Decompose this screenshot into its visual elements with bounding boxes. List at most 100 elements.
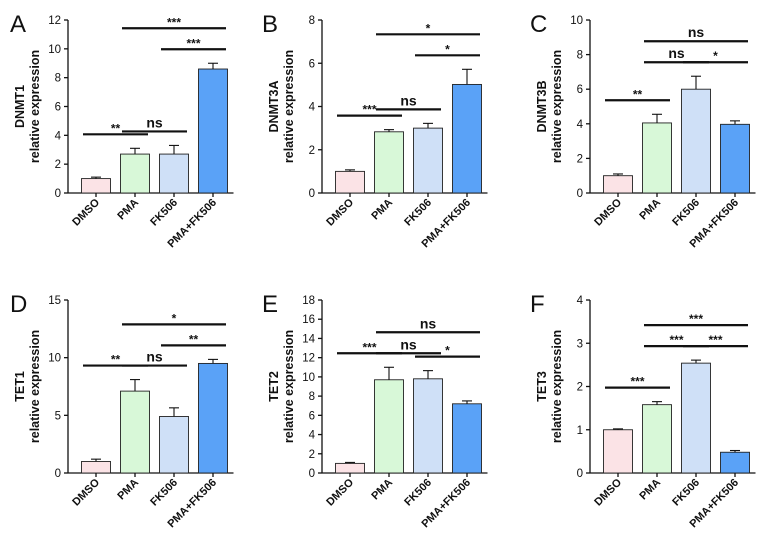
bar-pma [642, 122, 672, 194]
chart-panel-f: F TET3relative expression 0 1 2 3 4 DMSO PMA FK50… [530, 291, 756, 530]
bar-dmso [81, 461, 111, 474]
y-tick-label: 4 [577, 295, 584, 307]
bar-pma-fk506 [720, 451, 750, 474]
x-tick-label: DMSO [592, 476, 624, 508]
y-axis-label-line: TET3 [535, 371, 549, 402]
bar-pma-fk506 [720, 123, 750, 194]
significance-label: ns [400, 92, 417, 108]
bar-pma [642, 404, 672, 474]
bar-dmso [335, 462, 365, 474]
y-tick-label: 16 [302, 314, 315, 326]
bar-pma [120, 153, 150, 194]
y-axis-label-line: relative expression [282, 330, 296, 443]
significance-label: * [445, 344, 450, 358]
y-tick-label: 15 [48, 295, 61, 307]
y-axis-label: TET1relative expression [13, 330, 42, 443]
significance-label: *** [708, 333, 722, 347]
x-tick-label: FK506 [670, 197, 702, 229]
significance-label: * [426, 21, 431, 35]
y-tick-label: 4 [577, 119, 584, 131]
significance-label: *** [167, 15, 181, 29]
x-tick-label: PMA [115, 477, 141, 503]
y-tick-label: 4 [309, 102, 316, 114]
y-tick-label: 10 [48, 44, 61, 56]
y-axis-label: TET2relative expression [267, 330, 296, 443]
y-axis-label: DNMT3Arelative expression [267, 50, 296, 163]
bar-pma-fk506 [198, 68, 228, 194]
y-tick-label: 4 [55, 130, 62, 142]
y-tick-label: 6 [309, 410, 315, 422]
bar-dmso [603, 175, 633, 194]
bar-dmso [81, 178, 111, 194]
bar-pma-fk506 [452, 403, 482, 474]
panel-letter: D [10, 291, 27, 318]
y-axis-label-line: DNMT3B [535, 80, 549, 132]
y-tick-label: 6 [577, 84, 583, 96]
significance-label: * [713, 49, 718, 63]
bar-pma [120, 390, 150, 474]
bar-fk506 [159, 153, 189, 194]
y-tick-label: 12 [48, 15, 61, 27]
y-tick-label: 6 [55, 102, 61, 114]
bar-fk506 [681, 362, 711, 474]
y-tick-label: 0 [577, 188, 583, 200]
bar-fk506 [413, 378, 443, 474]
significance-label: ns [668, 45, 685, 61]
x-tick-label: PMA [637, 477, 663, 503]
significance-label: * [172, 311, 177, 325]
significance-label: *** [630, 375, 644, 389]
chart-panel-b: B DNMT3Arelative expression 0 2 4 6 8 DMSO PMA FK… [262, 11, 488, 250]
panel-letter: C [530, 11, 547, 38]
bar-fk506 [159, 416, 189, 474]
significance-label: *** [689, 312, 703, 326]
y-axis-label-line: DNMT3A [267, 80, 281, 132]
y-tick-label: 8 [309, 391, 315, 403]
y-tick-label: 14 [302, 333, 315, 345]
x-tick-label: PMA [369, 197, 395, 223]
y-tick-label: 10 [48, 353, 61, 365]
significance-label: * [445, 42, 450, 56]
y-axis-label-line: relative expression [282, 50, 296, 163]
x-tick-label: PMA [637, 197, 663, 223]
significance-label: *** [362, 103, 376, 117]
bar-fk506 [413, 127, 443, 194]
chart-panel-c: C DNMT3Brelative expression 0 2 4 6 8 10 DMSO PMA… [530, 11, 756, 250]
y-tick-label: 2 [577, 382, 583, 394]
significance-label: ns [146, 349, 163, 365]
y-tick-label: 6 [309, 58, 315, 70]
x-tick-label: FK506 [148, 477, 180, 509]
chart-panel-e: E TET2relative expression 0 2 4 6 8 10 12 14 16 18 D… [262, 291, 488, 530]
y-axis-label: DNMT1relative expression [13, 50, 42, 163]
y-axis-label-line: DNMT1 [13, 85, 27, 128]
bar-pma-fk506 [452, 83, 482, 194]
y-tick-label: 8 [577, 50, 583, 62]
y-axis-label-line: relative expression [28, 330, 42, 443]
bar-dmso [335, 170, 365, 194]
panel-letter: E [262, 291, 278, 318]
x-tick-label: FK506 [402, 477, 434, 509]
significance-label: ** [633, 87, 643, 101]
y-axis-label-line: relative expression [550, 50, 564, 163]
panel-letter: B [262, 11, 278, 38]
y-axis-label-line: TET1 [13, 371, 27, 402]
significance-label: *** [186, 36, 200, 50]
y-axis-label-line: relative expression [550, 330, 564, 443]
x-tick-label: FK506 [402, 197, 434, 229]
chart-panel-d: D TET1relative expression 0 5 10 15 DMSO PMA FK5… [10, 291, 234, 530]
significance-label: ns [146, 114, 163, 130]
significance-label: ** [189, 332, 199, 346]
y-axis-label-line: TET2 [267, 371, 281, 402]
y-tick-label: 8 [309, 15, 315, 27]
bar-pma-fk506 [198, 362, 228, 474]
y-tick-label: 4 [309, 430, 316, 442]
x-tick-label: FK506 [670, 477, 702, 509]
y-tick-label: 0 [55, 188, 61, 200]
y-axis-label: DNMT3Brelative expression [535, 50, 564, 163]
chart-panel-a: A DNMT1relative expression 0 2 4 6 8 10 12 DMSO PM… [10, 11, 234, 250]
y-tick-label: 2 [577, 153, 583, 165]
bar-dmso [603, 429, 633, 474]
y-tick-label: 2 [309, 449, 315, 461]
x-tick-label: DMSO [70, 476, 102, 508]
significance-label: *** [362, 340, 376, 354]
